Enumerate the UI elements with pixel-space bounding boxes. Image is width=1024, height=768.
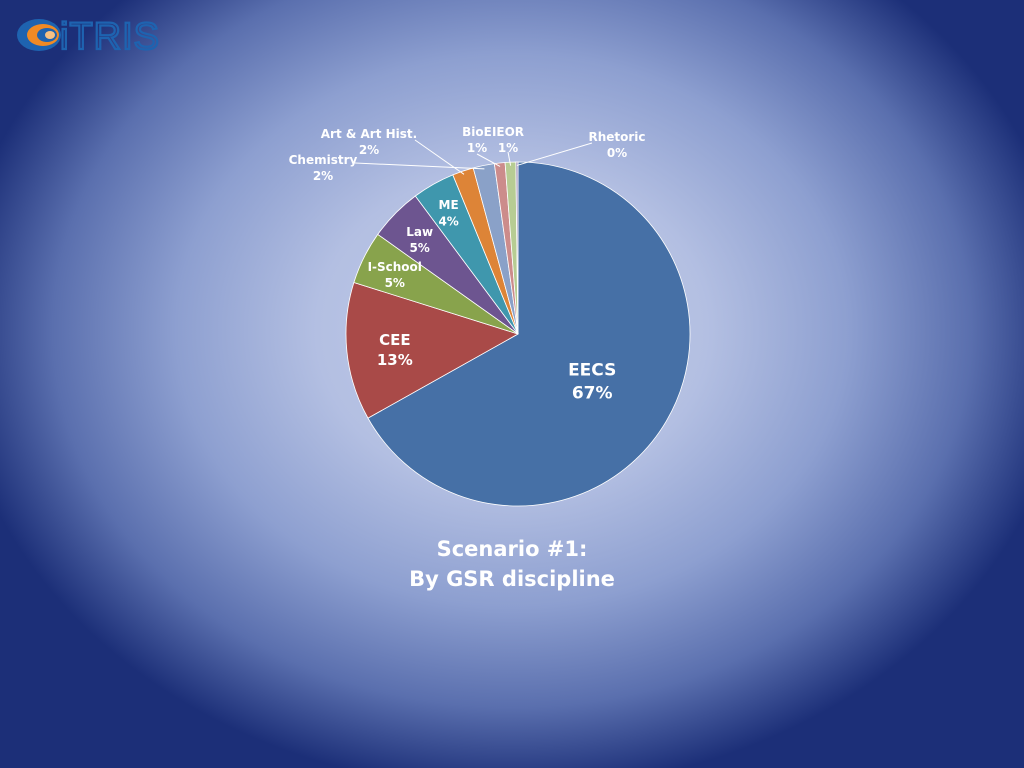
slice-label-ieor: IEOR xyxy=(492,125,524,139)
logo-swirl-icon xyxy=(17,19,61,51)
slice-label-me: ME xyxy=(439,198,459,212)
chart-caption-line1: Scenario #1: xyxy=(436,537,588,561)
leader-line-chemistry xyxy=(354,162,485,170)
slice-label-art-art-hist: Art & Art Hist. xyxy=(321,127,417,141)
slice-label-rhetoric: Rhetoric xyxy=(588,130,645,144)
slice-label-cee: CEE xyxy=(379,331,411,349)
slice-label-law: Law xyxy=(406,225,433,239)
slice-value-chemistry: 2% xyxy=(313,169,333,183)
data-labels: EECS 67% CEE 13% I-School 5% Law 5% ME 4% Art & Ar… xyxy=(289,125,646,403)
slice-value-law: 5% xyxy=(409,241,429,255)
slice-value-art-art-hist: 2% xyxy=(359,143,379,157)
slice-label-i-school: I-School xyxy=(368,260,422,274)
leader-line-art-art-hist xyxy=(414,139,465,175)
slice-value-bioe: 1% xyxy=(467,141,487,155)
slice-value-me: 4% xyxy=(438,214,458,228)
pie-slice-cee xyxy=(345,281,520,419)
pie-slice-eecs xyxy=(367,161,691,507)
pie-slice-rhetoric xyxy=(515,161,519,335)
pie-slices xyxy=(345,161,691,507)
logo-text: iTRIS xyxy=(60,16,160,56)
leader-line-bioe xyxy=(476,153,501,167)
leader-line-ieor xyxy=(507,151,512,166)
itris-logo: iTRIS xyxy=(17,15,160,56)
leader-lines xyxy=(354,139,593,175)
leader-line-rhetoric xyxy=(516,142,593,166)
slice-value-eecs: 67% xyxy=(572,383,613,403)
slice-value-cee: 13% xyxy=(377,351,413,369)
slice-value-rhetoric: 0% xyxy=(607,146,627,160)
slice-value-i-school: 5% xyxy=(385,276,405,290)
slice-label-bioe: BioE xyxy=(462,125,492,139)
slice-label-chemistry: Chemistry xyxy=(289,153,358,167)
chart-caption-line2: By GSR discipline xyxy=(409,567,615,591)
slice-label-eecs: EECS xyxy=(568,360,616,380)
slice-value-ieor: 1% xyxy=(498,141,518,155)
